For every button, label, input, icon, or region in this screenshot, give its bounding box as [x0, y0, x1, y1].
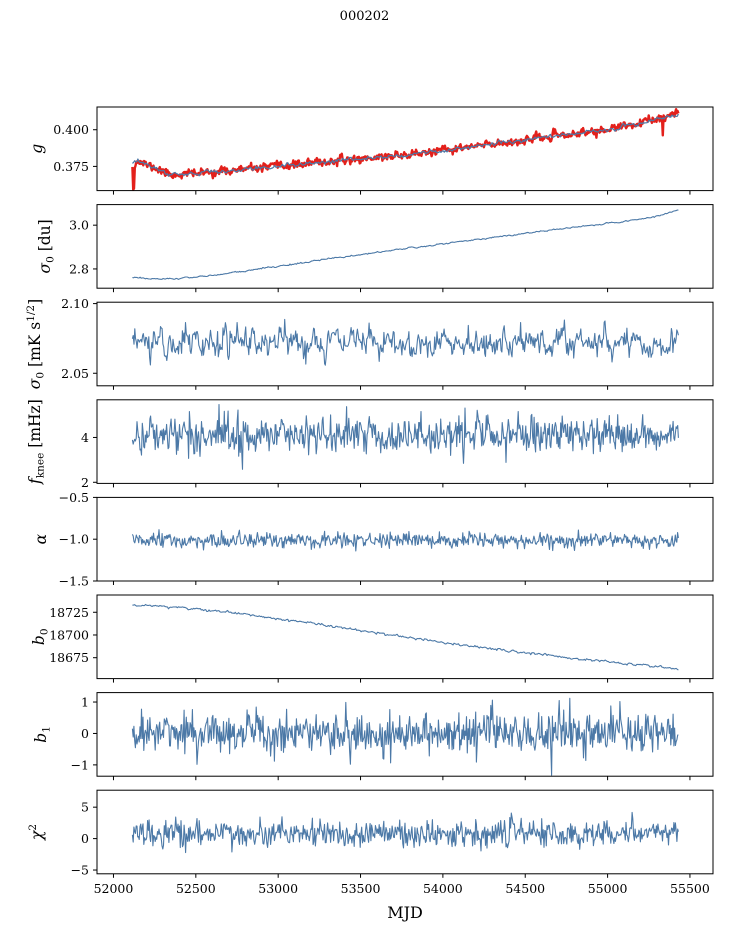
y-axis-label-segment: [mHz]	[26, 399, 44, 452]
y-tick-label: 2.05	[61, 366, 89, 381]
x-tick-label: 54500	[505, 881, 545, 896]
panel-fknee: 4 2 fknee [mHz]	[26, 399, 714, 490]
y-tick-label: 2.8	[69, 261, 89, 276]
y-axis-label-segment: 2	[27, 824, 39, 831]
y-axis-label: b0	[30, 628, 51, 645]
y-axis-label-segment: [mK s	[26, 322, 44, 372]
x-axis-label: MJD	[387, 903, 423, 922]
y-tick-label: 18700	[49, 627, 89, 642]
x-tick-label: 53000	[258, 881, 298, 896]
series-gain-data-red	[131, 107, 680, 191]
series-b0-line	[132, 603, 679, 671]
panel-sigma0-du: 3.0 2.8 σ0 [du]	[36, 204, 714, 293]
y-tick-label: −1	[71, 757, 89, 772]
series-chi2-line	[131, 811, 679, 854]
panel-border	[96, 106, 714, 192]
y-tick-label: 0.375	[53, 159, 89, 174]
y-tick-label: 0	[81, 831, 89, 846]
panel-g: 0.400 0.375 g	[28, 106, 714, 195]
y-axis-label: χ2	[27, 824, 46, 841]
panel-border	[96, 692, 714, 777]
y-axis-label: g	[28, 144, 46, 154]
y-tick-label: −0.5	[59, 490, 89, 505]
y-axis-label-segment: 1/2	[25, 305, 37, 322]
figure-title: 000202	[339, 9, 390, 24]
y-axis-label-segment: f	[26, 475, 44, 485]
series-fknee-line	[131, 403, 679, 470]
y-tick-label: 3.0	[69, 218, 89, 233]
panel-alpha: −0.5 −1.0 −1.5 α	[32, 490, 714, 589]
y-tick-label: 2	[81, 475, 89, 490]
y-tick-label: 0	[81, 726, 89, 741]
panel-sigma0-mks: 2.10 2.05 σ0 [mK s1/2]	[25, 296, 714, 390]
x-tick-label: 53500	[341, 881, 381, 896]
y-axis-label-segment: 0	[45, 256, 57, 263]
y-tick-label: 4	[81, 430, 89, 445]
panel-b1: 10−1b1	[32, 692, 714, 781]
y-axis-label-segment: 1	[41, 726, 53, 733]
y-tick-label: −1.5	[59, 574, 89, 589]
series-sigma0-mks-line	[131, 318, 679, 366]
y-tick-label: 18725	[49, 605, 89, 620]
panel-border	[96, 789, 714, 875]
y-axis-label-segment: b	[32, 733, 50, 743]
y-tick-label: 0.400	[53, 122, 89, 137]
series-alpha-line	[131, 529, 679, 552]
x-tick-label: 55500	[670, 881, 710, 896]
panel-border	[96, 399, 714, 484]
y-axis-label: σ0 [mK s1/2]	[25, 299, 47, 389]
y-tick-label: 2.10	[61, 296, 89, 311]
y-axis-label-segment: g	[28, 144, 46, 154]
y-tick-label: −5	[71, 863, 89, 878]
y-tick-label: 5	[81, 800, 89, 815]
x-tick-label: 54000	[423, 881, 463, 896]
series-b1-line	[131, 697, 679, 776]
y-axis-label-segment: knee	[35, 453, 47, 479]
y-axis-label-segment: σ	[26, 378, 44, 389]
y-axis-label-segment: 0	[39, 628, 51, 635]
series-sigma0-du-line	[132, 209, 679, 280]
y-axis-label: b1	[32, 726, 53, 743]
x-tick-label: 52500	[176, 881, 216, 896]
y-axis-label-segment: 0	[35, 372, 47, 379]
y-axis-label-segment: [du]	[36, 219, 54, 256]
series-gain-smoothed-blue	[132, 113, 679, 177]
y-axis-label-segment: σ	[36, 263, 54, 274]
y-axis-label-segment: α	[32, 533, 50, 544]
panel-border	[96, 204, 714, 289]
panel-chi2: 5 0 −5 χ2	[27, 789, 714, 878]
y-axis-label: fknee [mHz]	[26, 399, 47, 485]
y-axis-label-segment: ]	[26, 299, 44, 305]
y-axis-label-segment: χ	[28, 829, 46, 841]
x-tick-label: 55000	[588, 881, 628, 896]
y-tick-label: 18675	[49, 650, 89, 665]
x-tick-label: 52000	[94, 881, 134, 896]
panel-border	[96, 301, 714, 387]
y-axis-label: σ0 [du]	[36, 219, 57, 273]
y-axis-label-segment: b	[30, 635, 48, 645]
y-tick-label: 1	[81, 695, 89, 710]
y-axis-label: α	[32, 533, 50, 544]
panel-border	[96, 594, 714, 680]
y-tick-label: −1.0	[59, 532, 89, 547]
